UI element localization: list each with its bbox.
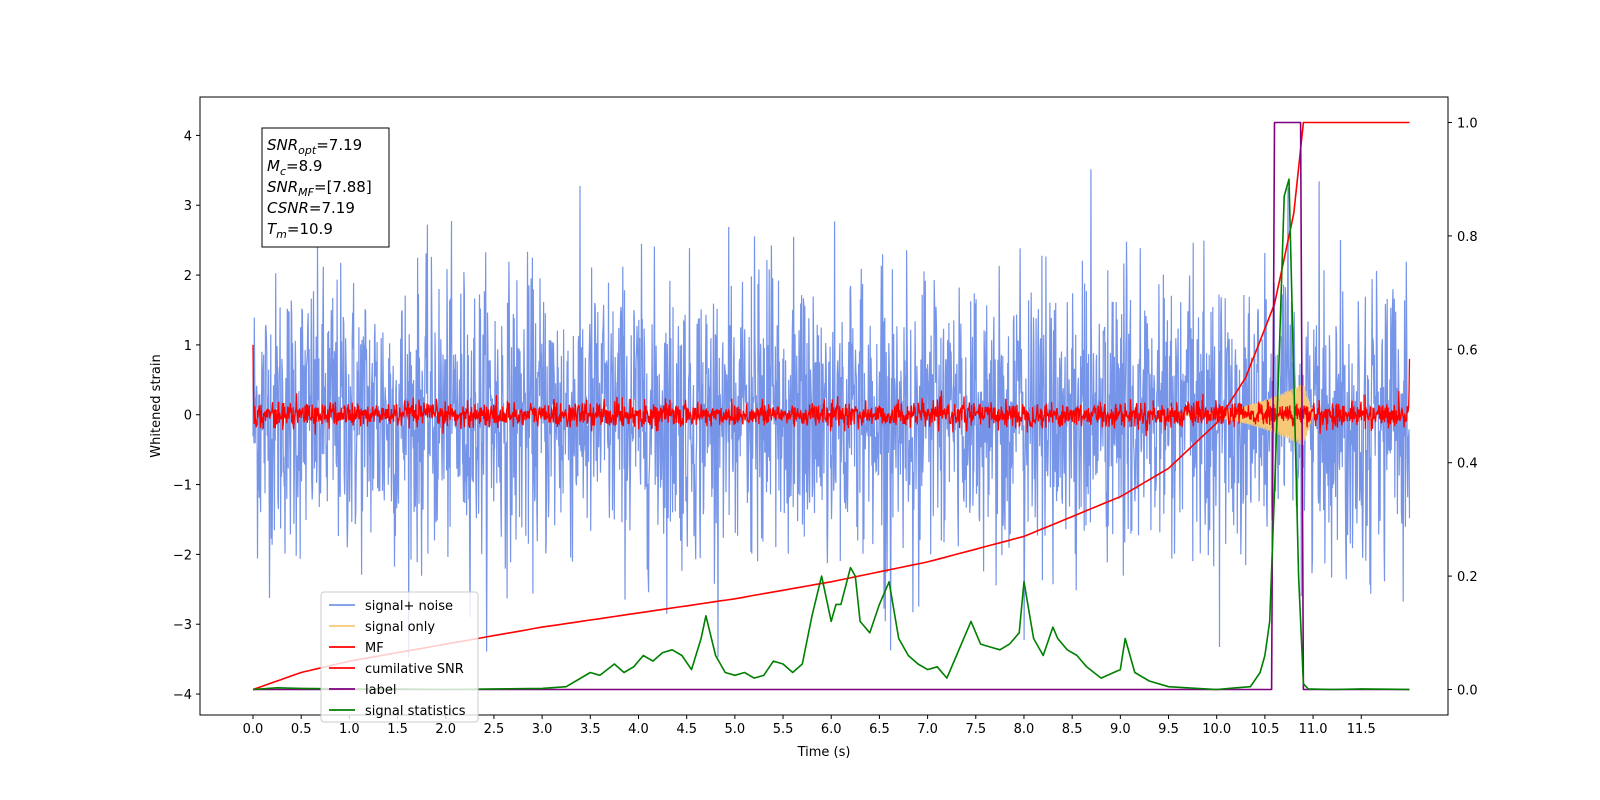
legend-frame — [320, 591, 479, 723]
annotation-frame — [261, 127, 390, 248]
y-left-tick-label: 0 — [184, 409, 192, 424]
y-left-tick-label: 1 — [184, 339, 192, 354]
y-right-tick-label: 0.6 — [1457, 343, 1478, 358]
x-tick-label: 11.0 — [1299, 722, 1328, 737]
y-left-tick-label: 2 — [184, 269, 192, 284]
x-tick-label: 3.5 — [580, 722, 601, 737]
x-tick-label: 1.0 — [339, 722, 360, 737]
y-right-tick-label: 0.2 — [1457, 570, 1478, 585]
y-left-tick-label: −2 — [173, 548, 192, 563]
series-signal-statistics-line — [252, 178, 1410, 691]
y-left-tick-label: 3 — [184, 199, 192, 214]
annotation-line: SNRopt=7.19 — [267, 136, 362, 157]
x-tick-label: 7.0 — [917, 722, 938, 737]
legend-label: label — [365, 683, 396, 698]
x-tick-label: 5.5 — [773, 722, 794, 737]
x-tick-label: 5.0 — [725, 722, 746, 737]
legend-label: cumilative SNR — [365, 662, 464, 677]
x-tick-label: 10.0 — [1202, 722, 1231, 737]
x-tick-label: 7.5 — [965, 722, 986, 737]
x-tick-label: 9.0 — [1110, 722, 1131, 737]
x-tick-label: 0.5 — [291, 722, 312, 737]
x-tick-label: 3.0 — [532, 722, 553, 737]
x-tick-label: 4.5 — [676, 722, 697, 737]
x-axis-title: Time (s) — [797, 745, 851, 760]
x-tick-label: 0.0 — [243, 722, 264, 737]
annotation-line: Tm=10.9 — [267, 220, 333, 241]
x-tick-label: 11.5 — [1347, 722, 1376, 737]
annotation-line: Mc=8.9 — [267, 157, 322, 178]
annotation-line: SNRMF=[7.88] — [267, 178, 372, 199]
plot-frame — [199, 96, 1449, 716]
series-signal-noise-line — [252, 169, 1411, 658]
y-left-tick-label: 4 — [184, 129, 192, 144]
x-tick-label: 6.5 — [869, 722, 890, 737]
series-mf-line — [252, 344, 1411, 437]
x-tick-label: 2.0 — [435, 722, 456, 737]
x-tick-label: 10.5 — [1250, 722, 1279, 737]
annotation-line: CSNR=7.19 — [267, 199, 355, 217]
x-tick-label: 8.5 — [1062, 722, 1083, 737]
x-tick-label: 9.5 — [1158, 722, 1179, 737]
legend-label: signal only — [365, 620, 435, 635]
x-tick-label: 1.5 — [387, 722, 408, 737]
legend-label: MF — [365, 641, 384, 656]
x-tick-label: 2.5 — [484, 722, 505, 737]
y-left-tick-label: −3 — [173, 618, 192, 633]
y-axis-title: Whitened strain — [149, 354, 164, 457]
y-left-tick-label: −1 — [173, 479, 192, 494]
axes: 0.0 0.5 1.0 1.5 2.0 2.5 3.0 3.5 4.0 4.5 5.0 5.5 6.0 6… — [173, 117, 1478, 737]
legend: signal+ noise signal only MF cumilative SNR… — [320, 591, 479, 723]
x-tick-label: 6.0 — [821, 722, 842, 737]
legend-label: signal+ noise — [365, 599, 453, 614]
y-right-tick-label: 0.0 — [1457, 683, 1478, 698]
y-right-tick-label: 0.8 — [1457, 230, 1478, 245]
y-right-tick-label: 1.0 — [1457, 117, 1478, 132]
x-tick-label: 4.0 — [628, 722, 649, 737]
y-right-tick-label: 0.4 — [1457, 457, 1478, 472]
y-left-tick-label: −4 — [173, 688, 192, 703]
x-tick-label: 8.0 — [1014, 722, 1035, 737]
legend-label: signal statistics — [365, 704, 466, 719]
